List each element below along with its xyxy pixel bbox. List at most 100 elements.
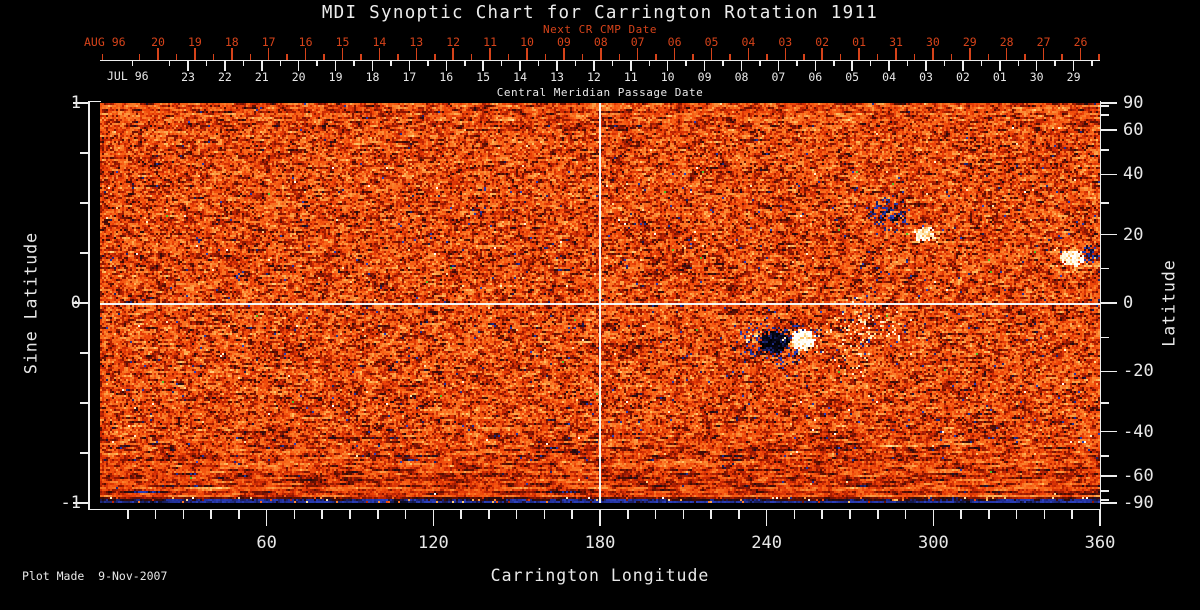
top-axis-cmp-tick <box>925 60 927 71</box>
bottom-axis-minor-tick <box>543 510 546 519</box>
top-axis-next-cr-date: 13 <box>409 34 424 49</box>
top-axis-cmp-minor-tick <box>131 60 134 66</box>
right-axis-tick <box>1100 129 1117 131</box>
top-axis-next-cr-tick <box>636 48 639 60</box>
right-axis-tick <box>1100 370 1117 373</box>
top-axis-next-cr-date: 04 <box>741 34 756 49</box>
top-axis-next-cr-minor-tick <box>138 54 141 60</box>
top-axis-cmp-minor-tick <box>427 60 429 66</box>
top-axis-next-cr-minor-tick <box>360 54 362 60</box>
top-axis-cmp-date: 18 <box>365 69 380 84</box>
top-axis-cmp-date: 20 <box>291 69 306 84</box>
top-axis-next-cr-minor-tick <box>950 54 953 60</box>
top-axis-next-cr-date: 12 <box>446 34 461 49</box>
top-axis-next-cr-date: 28 <box>999 34 1014 49</box>
top-axis-cmp-tick <box>482 60 484 71</box>
top-axis-cmp-tick <box>261 60 263 71</box>
top-axis-cmp-tick <box>814 60 817 71</box>
top-axis-next-cr-date: 27 <box>1036 34 1051 49</box>
left-axis-tick <box>73 502 89 504</box>
top-left-corner-line <box>88 100 101 102</box>
top-axis-cmp-minor-tick <box>279 60 281 66</box>
top-axis-cmp-date: 09 <box>697 69 712 84</box>
left-axis-title: Sine Latitude <box>21 231 41 375</box>
bottom-axis-line <box>88 508 1101 510</box>
right-axis-tick-label: 20 <box>1123 224 1144 245</box>
bottom-axis-minor-tick <box>349 510 351 519</box>
top-axis-cmp-date: 14 <box>513 69 528 84</box>
left-axis-tick-label: 1 <box>70 93 81 113</box>
right-axis-minor-tick <box>1100 402 1109 404</box>
top-axis-next-cr-tick <box>489 48 491 60</box>
top-axis-next-cr-date: 26 <box>1073 34 1088 49</box>
top-axis-cmp-tick <box>740 60 743 71</box>
top-axis-next-cr-date: 15 <box>335 34 350 49</box>
right-axis-tick-label: -20 <box>1123 361 1154 382</box>
bottom-axis-minor-tick <box>404 510 407 519</box>
left-axis-minor-tick <box>80 402 89 404</box>
left-axis-tick <box>73 302 89 304</box>
top-axis-next-cr-date: 05 <box>704 34 719 49</box>
right-axis-tick-label: 90 <box>1123 93 1144 113</box>
top-axis-cmp-tick <box>888 60 890 71</box>
right-axis-tick-label: -90 <box>1123 493 1154 513</box>
top-axis-next-cr-date: 31 <box>889 34 903 49</box>
top-axis-cmp-minor-tick <box>611 60 614 66</box>
top-axis-cmp-minor-tick <box>685 60 687 66</box>
right-axis-minor-tick <box>1100 499 1109 501</box>
right-axis-minor-tick <box>1100 267 1109 270</box>
top-axis-cmp-date: 01 <box>992 69 1007 84</box>
top-axis-cmp-minor-tick <box>1017 60 1019 66</box>
top-axis-next-cr-date: 14 <box>372 34 387 49</box>
top-axis-cmp-tick <box>187 60 189 71</box>
bottom-axis-tick-label: 60 <box>256 533 277 553</box>
chart-title: MDI Synoptic Chart for Carrington Rotati… <box>321 3 879 23</box>
top-axis-cmp-tick <box>851 60 853 71</box>
top-axis-cmp-date: 16 <box>439 69 454 84</box>
top-axis-cmp-minor-tick <box>943 60 946 66</box>
bottom-axis-minor-tick <box>682 510 685 519</box>
left-axis-minor-tick <box>80 252 89 254</box>
top-axis-cmp-minor-tick <box>906 60 909 66</box>
top-axis-cmp-minor-tick <box>316 60 318 66</box>
top-axis-next-cr-minor-tick <box>1061 54 1063 60</box>
top-axis-next-cr-date: 19 <box>187 34 202 49</box>
top-axis-next-cr-minor-tick <box>692 54 694 60</box>
top-axis-cmp-date: 12 <box>586 69 601 84</box>
top-axis-cmp-tick <box>371 60 374 71</box>
bottom-axis-minor-tick <box>321 510 323 519</box>
top-axis-next-cr-tick <box>1005 48 1008 60</box>
top-axis-line <box>100 59 1100 61</box>
left-axis-line <box>88 101 90 510</box>
top-axis-cmp-minor-tick <box>500 60 503 66</box>
top-axis-next-cr-date: 01 <box>852 34 867 49</box>
right-axis-tick <box>1100 430 1117 433</box>
bottom-axis-minor-tick <box>877 510 879 519</box>
top-axis-next-cr-tick <box>821 48 823 60</box>
top-axis-next-cr-minor-tick <box>1098 54 1100 60</box>
top-axis-cmp-minor-tick <box>648 60 650 66</box>
top-axis-next-cr-minor-tick <box>1024 54 1026 60</box>
right-axis-minor-tick <box>1100 455 1109 457</box>
bottom-axis-minor-tick <box>738 510 740 519</box>
top-axis-cmp-tick <box>297 60 300 71</box>
top-axis-next-cr-tick <box>563 48 565 60</box>
left-axis-minor-tick <box>80 452 89 454</box>
bottom-axis-minor-tick <box>960 510 962 519</box>
right-axis-tick-label: -40 <box>1123 421 1154 442</box>
bottom-axis-minor-tick <box>127 510 129 519</box>
bottom-axis-minor-tick <box>821 510 823 519</box>
top-axis-cmp-minor-tick <box>390 60 392 66</box>
top-axis-next-cr-minor-tick <box>397 54 399 60</box>
top-axis-next-cr-date: 30 <box>925 34 940 49</box>
top-axis-next-cr-tick <box>341 48 344 60</box>
top-axis-cmp-minor-tick <box>242 60 245 66</box>
top-axis-cmp-tick <box>703 60 706 71</box>
top-axis-next-cr-tick <box>895 48 897 60</box>
right-axis-title: Latitude <box>1159 259 1179 347</box>
top-axis-next-cr-minor-tick <box>729 54 731 60</box>
right-axis-line <box>1099 101 1101 510</box>
top-axis-next-cr-tick <box>1042 48 1045 60</box>
top-axis-next-cr-tick <box>932 48 934 60</box>
right-axis-tick <box>1100 173 1117 176</box>
